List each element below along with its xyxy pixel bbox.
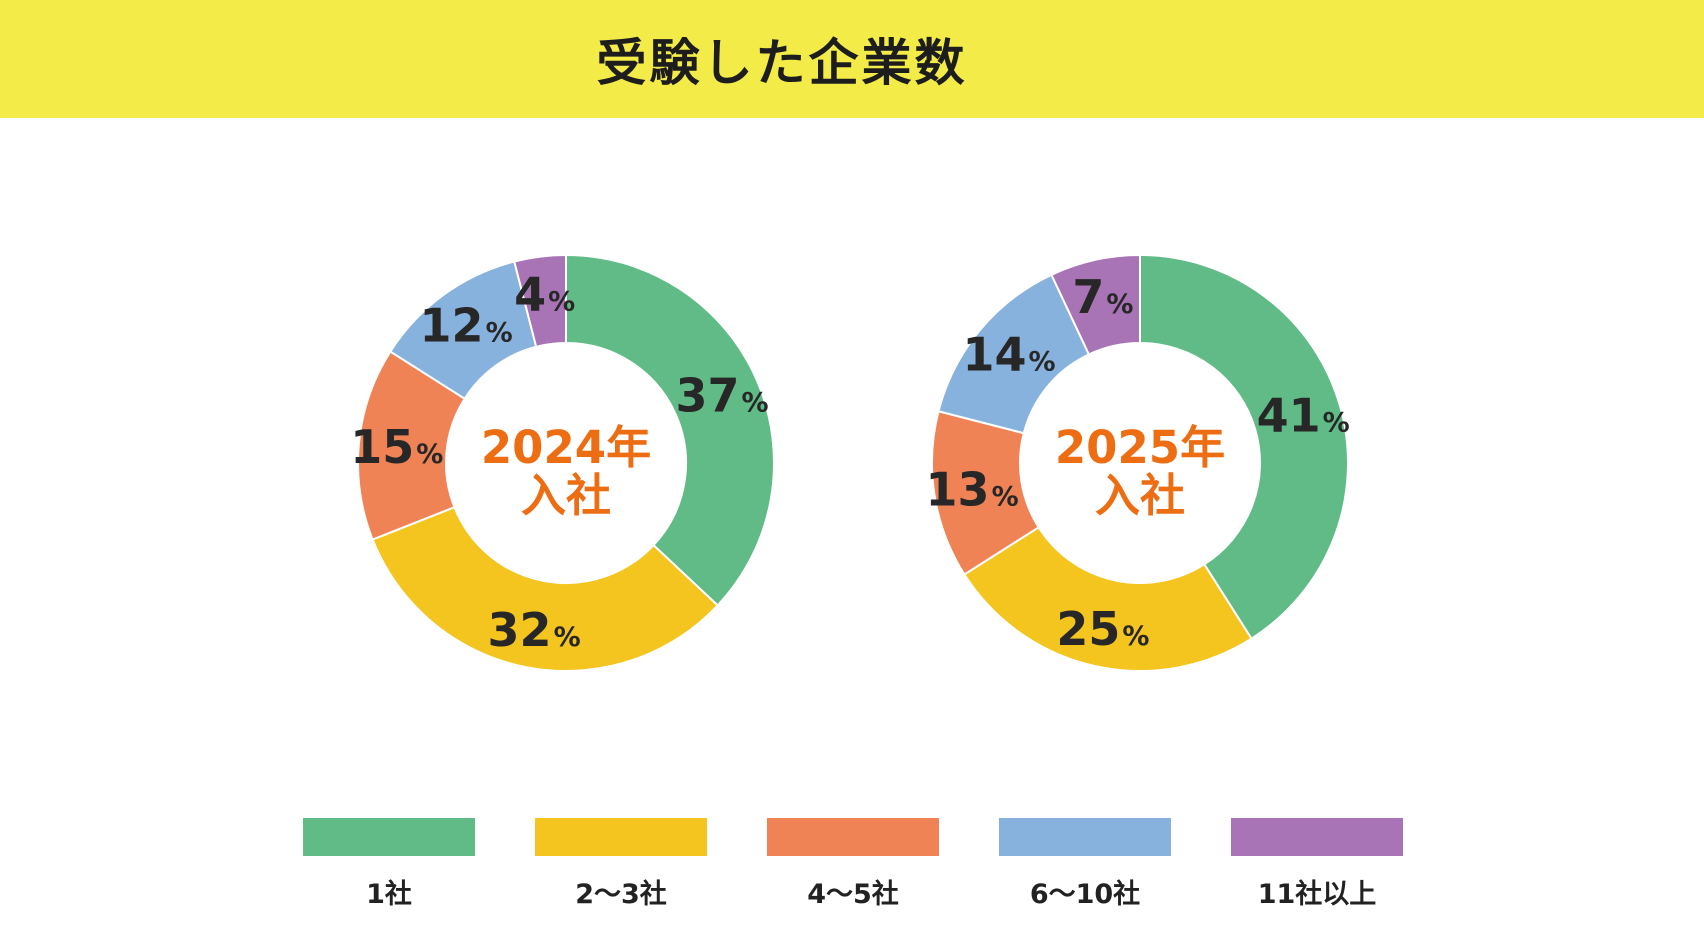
slice-value-label: 13% xyxy=(926,463,1019,517)
header-banner: 受験した企業数 xyxy=(0,0,1704,118)
donut-center-label: 入社 xyxy=(521,469,611,522)
legend-swatch xyxy=(303,818,475,856)
legend-item: 4〜5社 xyxy=(767,818,939,911)
donut-slice xyxy=(1139,253,1349,641)
legend-label: 2〜3社 xyxy=(575,879,667,910)
donut-slice xyxy=(962,525,1253,672)
slice-value-label: 25% xyxy=(1056,602,1149,656)
legend-swatch xyxy=(1231,818,1403,856)
slice-value-label: 14% xyxy=(962,328,1055,382)
slice-value-label: 7% xyxy=(1072,270,1133,324)
legend-swatch xyxy=(535,818,707,856)
legend-swatch xyxy=(999,818,1171,856)
chart-legend: 1社 2〜3社 4〜5社 6〜10社 11社以上 xyxy=(303,818,1403,911)
legend-label: 4〜5社 xyxy=(807,879,899,910)
donut-slice xyxy=(371,505,720,672)
legend-item: 6〜10社 xyxy=(999,818,1171,911)
donut-chart: 41% 25% 13% 14% 7% 2025年 入社 xyxy=(925,248,1355,678)
legend-label: 1社 xyxy=(366,879,412,910)
donut-slice xyxy=(1050,253,1141,356)
donut-center-label: 2025年 xyxy=(1055,421,1225,474)
slice-value-label: 15% xyxy=(351,420,443,474)
donut-slice xyxy=(565,253,775,607)
slice-value-label: 37% xyxy=(675,369,768,423)
donut-slice xyxy=(513,253,567,348)
slice-value-label: 12% xyxy=(420,299,513,353)
slice-value-label: 4% xyxy=(514,267,575,321)
donut-center-label: 入社 xyxy=(1095,469,1185,522)
slice-value-label: 32% xyxy=(488,603,581,657)
legend-item: 1社 xyxy=(303,818,475,911)
donut-center-label: 2024年 xyxy=(481,421,651,474)
donut-chart: 37% 32% 15% 12% 4% 2024年 入社 xyxy=(350,248,781,678)
legend-label: 6〜10社 xyxy=(1029,879,1141,910)
legend-label: 11社以上 xyxy=(1257,879,1377,910)
legend-item: 2〜3社 xyxy=(535,818,707,911)
legend-item: 11社以上 xyxy=(1231,818,1403,911)
legend-swatch xyxy=(767,818,939,856)
page-title: 受験した企業数 xyxy=(596,34,968,92)
slice-value-label: 41% xyxy=(1257,389,1350,443)
